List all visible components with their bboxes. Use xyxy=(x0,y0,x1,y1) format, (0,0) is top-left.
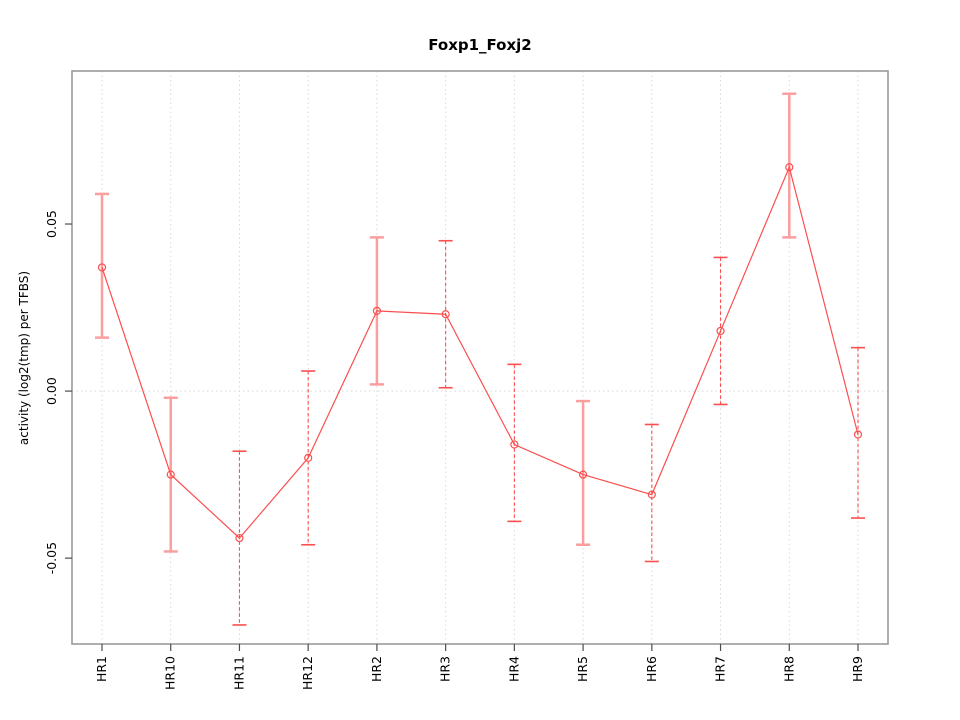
point-marker xyxy=(785,163,794,172)
x-tick-label: HR1 xyxy=(94,656,109,682)
y-axis-title: activity (log2(tmp) per TFBS) xyxy=(17,270,31,446)
point-marker xyxy=(441,310,450,319)
point-marker xyxy=(578,470,588,479)
y-tick-label: 0.00 xyxy=(44,377,59,405)
y-tick-label: -0.05 xyxy=(44,542,59,574)
x-tick-label: HR10 xyxy=(163,656,178,690)
x-tick-label: HR12 xyxy=(300,656,315,690)
point-marker xyxy=(853,430,863,439)
series-line xyxy=(101,165,859,539)
plot-frame xyxy=(71,70,889,645)
x-tick-label: HR8 xyxy=(781,656,796,682)
point-marker xyxy=(97,263,107,272)
x-tick-label: HR9 xyxy=(850,656,865,682)
y-tick-label: 0.05 xyxy=(44,210,59,238)
point-marker xyxy=(647,490,656,499)
x-tick-label: HR7 xyxy=(713,656,728,682)
chart-title: Foxp1_Foxj2 xyxy=(428,36,532,54)
point-marker xyxy=(372,306,382,315)
point-marker xyxy=(716,326,725,336)
x-tick-label: HR3 xyxy=(438,656,453,682)
point-marker xyxy=(166,470,175,479)
point-marker xyxy=(235,533,244,543)
point-marker xyxy=(304,453,313,463)
point-marker xyxy=(510,440,519,449)
x-tick-label: HR5 xyxy=(575,656,590,682)
x-tick-label: HR2 xyxy=(369,656,384,682)
x-tick-label: HR4 xyxy=(506,656,521,682)
x-tick-label: HR6 xyxy=(644,656,659,682)
x-tick-label: HR11 xyxy=(231,656,246,690)
